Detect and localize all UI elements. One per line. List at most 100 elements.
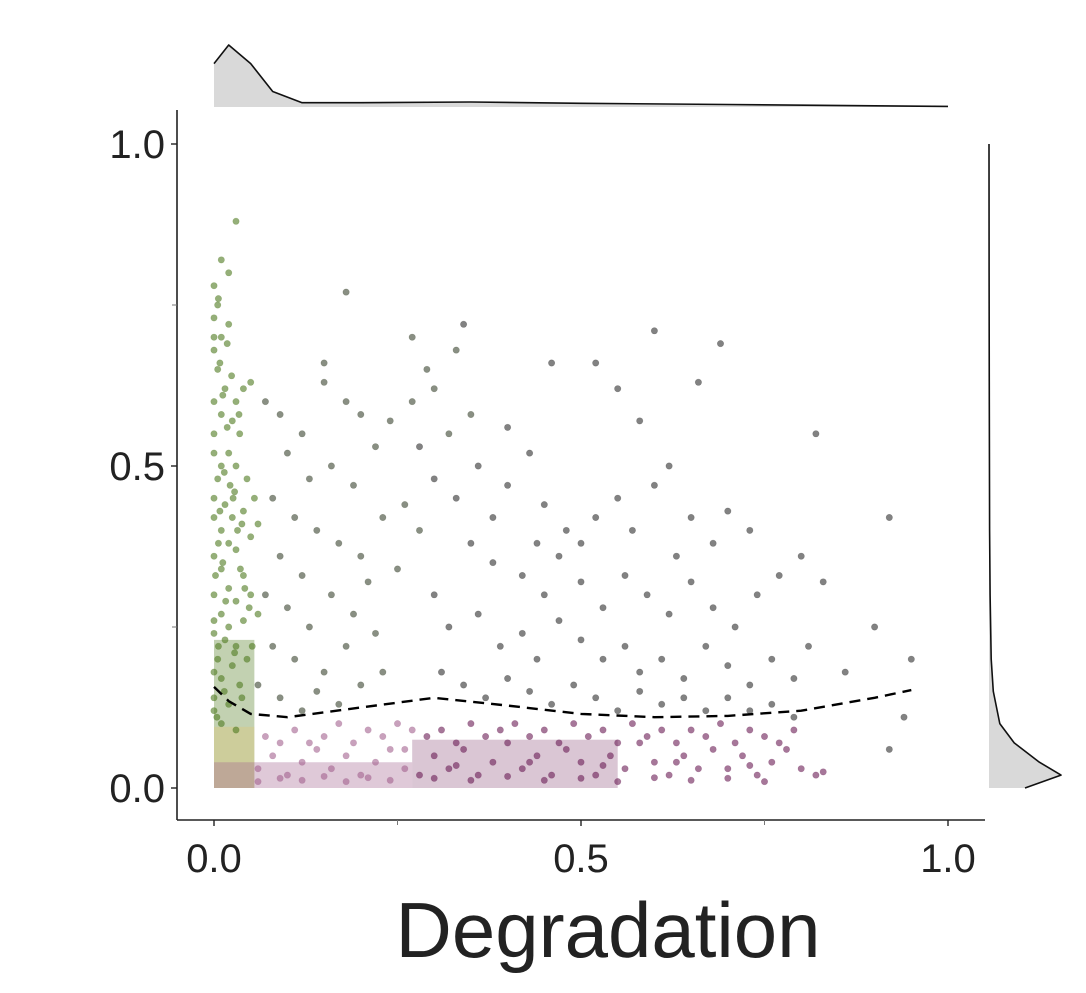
scatter-point xyxy=(393,565,401,573)
scatter-point xyxy=(533,539,541,547)
scatter-point xyxy=(804,642,812,650)
scatter-point xyxy=(746,681,754,689)
scatter-point xyxy=(415,771,423,779)
scatter-point xyxy=(232,546,240,554)
scatter-point xyxy=(261,732,269,740)
scatter-point xyxy=(291,655,299,663)
scatter-point xyxy=(555,617,563,625)
scatter-point xyxy=(238,694,246,702)
scatter-point xyxy=(650,758,658,766)
scatter-point xyxy=(511,720,519,728)
scatter-point xyxy=(430,385,438,393)
scatter-point xyxy=(305,475,313,483)
scatter-point xyxy=(709,539,717,547)
scatter-point xyxy=(577,774,585,782)
scatter-point xyxy=(261,591,269,599)
scatter-point xyxy=(540,501,548,509)
background-bands xyxy=(214,639,618,788)
scatter-point xyxy=(401,765,409,773)
scatter-point xyxy=(672,758,680,766)
scatter-point xyxy=(250,494,258,502)
scatter-point xyxy=(724,765,732,773)
scatter-point xyxy=(261,398,269,406)
scatter-point xyxy=(599,726,607,734)
scatter-point xyxy=(222,597,230,605)
scatter-point xyxy=(342,752,350,760)
scatter-point xyxy=(221,636,229,644)
scatter-point xyxy=(760,778,768,786)
scatter-point xyxy=(214,642,222,650)
scatter-point xyxy=(790,674,798,682)
scatter-point xyxy=(460,745,468,753)
scatter-point xyxy=(236,681,244,689)
scatter-point xyxy=(247,591,255,599)
scatter-point xyxy=(658,726,666,734)
scatter-point xyxy=(212,571,220,579)
scatter-point xyxy=(320,732,328,740)
scatter-point xyxy=(841,668,849,676)
scatter-point xyxy=(269,494,277,502)
scatter-point xyxy=(298,758,306,766)
scatter-point xyxy=(496,726,504,734)
scatter-point xyxy=(658,655,666,663)
scatter-point xyxy=(518,765,526,773)
scatter-point xyxy=(238,520,246,528)
scatter-point xyxy=(415,443,423,451)
scatter-point xyxy=(415,526,423,534)
scatter-point xyxy=(231,488,239,496)
scatter-point xyxy=(210,333,218,341)
scatter-point xyxy=(452,494,460,502)
scatter-point xyxy=(885,513,893,521)
scatter-point xyxy=(214,295,222,303)
scatter-point xyxy=(283,604,291,612)
scatter-point xyxy=(753,591,761,599)
scatter-point xyxy=(229,494,237,502)
marginal-y-curve xyxy=(988,143,1062,789)
scatter-point xyxy=(577,539,585,547)
scatter-point xyxy=(210,398,218,406)
scatter-point xyxy=(214,655,222,663)
scatter-point xyxy=(214,539,222,547)
x-tick-label: 0.5 xyxy=(553,837,609,881)
scatter-point xyxy=(768,700,776,708)
scatter-point xyxy=(709,745,717,753)
scatter-point xyxy=(746,761,754,769)
trend-line-layer xyxy=(213,686,912,719)
scatter-point xyxy=(320,378,328,386)
x-tick-label: 1.0 xyxy=(920,837,976,881)
scatter-point xyxy=(254,610,262,618)
scatter-point xyxy=(812,430,820,438)
scatter-point xyxy=(724,507,732,515)
scatter-point xyxy=(241,584,249,592)
scatter-point xyxy=(305,739,313,747)
scatter-point xyxy=(408,398,416,406)
scatter-point xyxy=(768,758,776,766)
scatter-point xyxy=(232,597,240,605)
scatter-point xyxy=(248,642,256,650)
scatter-point xyxy=(474,771,482,779)
scatter-point xyxy=(504,423,512,431)
scatter-point xyxy=(217,610,225,618)
scatter-point xyxy=(217,462,225,470)
scatter-point xyxy=(210,552,218,560)
scatter-point xyxy=(731,623,739,631)
scatter-point xyxy=(746,707,754,715)
scatter-point xyxy=(665,771,673,779)
scatter-point xyxy=(555,552,563,560)
scatter-point xyxy=(599,761,607,769)
scatter-point xyxy=(232,398,240,406)
scatter-point xyxy=(812,771,820,779)
scatter-point xyxy=(445,623,453,631)
scatter-point xyxy=(900,713,908,721)
scatter-point xyxy=(276,694,284,702)
scatter-point xyxy=(672,739,680,747)
scatter-point xyxy=(349,481,357,489)
scatter-point xyxy=(570,681,578,689)
scatter-point xyxy=(210,591,218,599)
scatter-point xyxy=(885,745,893,753)
scatter-point xyxy=(320,668,328,676)
scatter-point xyxy=(298,776,306,784)
scatter-point xyxy=(210,694,218,702)
scatter-point xyxy=(357,410,365,418)
scatter-point xyxy=(221,385,229,393)
